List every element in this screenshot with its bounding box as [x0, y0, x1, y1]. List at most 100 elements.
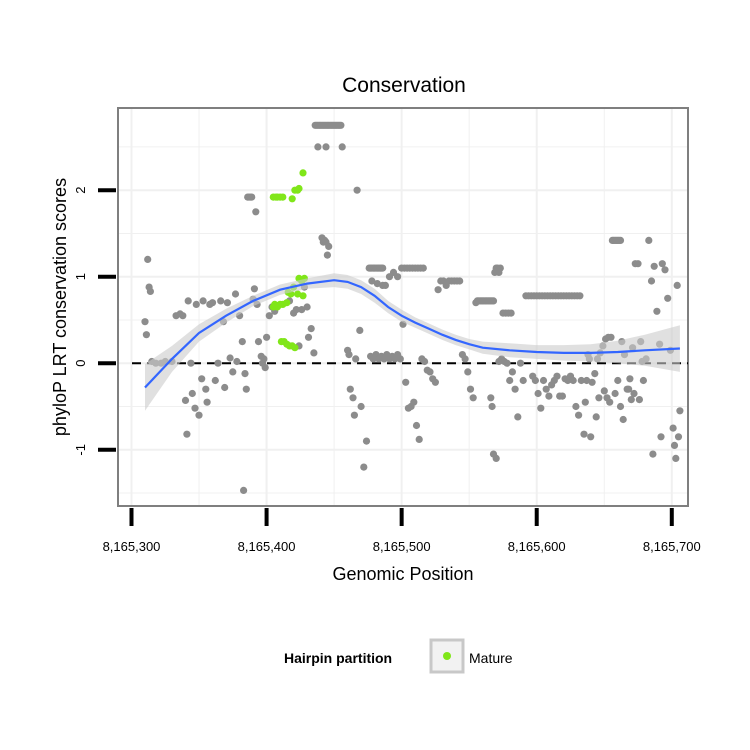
data-point-other: [250, 285, 258, 293]
data-point-other: [142, 331, 150, 339]
legend-title: Hairpin partition: [284, 650, 392, 666]
data-point-other: [670, 441, 679, 449]
data-point-other: [183, 430, 191, 438]
data-point-mature: [299, 292, 307, 300]
data-point-other: [345, 351, 353, 359]
data-point-other: [353, 186, 361, 194]
data-point-other: [187, 359, 195, 367]
data-point-other: [673, 281, 681, 289]
data-point-other: [674, 433, 683, 441]
data-point-other: [492, 454, 500, 462]
legend: Hairpin partition Mature: [284, 638, 513, 674]
data-point-other: [592, 413, 600, 421]
data-point-other: [616, 236, 625, 244]
data-point-other: [611, 389, 619, 398]
data-point-other: [242, 385, 250, 393]
data-point-other: [421, 357, 429, 366]
data-point-other: [265, 312, 273, 320]
data-point-other: [254, 338, 263, 346]
data-point-other: [352, 355, 360, 363]
data-point-other: [676, 407, 684, 415]
data-point-other: [426, 368, 434, 376]
data-point-other: [208, 299, 217, 307]
y-tick-label: 0: [73, 360, 88, 367]
data-point-other: [226, 354, 234, 362]
data-point-other: [658, 260, 666, 268]
data-point-other: [248, 193, 256, 201]
data-point-other: [202, 385, 210, 393]
data-point-other: [350, 411, 358, 419]
data-point-other: [144, 255, 152, 263]
data-point-other: [181, 396, 190, 404]
data-point-other: [531, 376, 540, 385]
data-point-other: [192, 300, 200, 308]
data-point-other: [362, 437, 371, 445]
data-point-other: [588, 378, 596, 386]
data-point-other: [229, 368, 237, 376]
data-point-other: [496, 264, 504, 272]
data-point-other: [381, 281, 389, 289]
data-point-other: [653, 307, 661, 315]
data-point-other: [626, 375, 634, 383]
data-point-other: [292, 306, 300, 314]
data-point-other: [402, 378, 410, 386]
loess-smooth: [144, 273, 680, 411]
other-points: [141, 121, 684, 494]
data-point-other: [240, 486, 248, 494]
data-point-other: [487, 394, 495, 402]
data-point-other: [456, 277, 464, 285]
data-point-other: [241, 370, 249, 378]
data-point-other: [195, 411, 203, 419]
y-axis: -1 0 1 2: [73, 187, 116, 456]
data-point-other: [488, 402, 496, 411]
data-point-mature: [288, 195, 296, 203]
data-point-other: [507, 309, 515, 317]
data-point-other: [672, 454, 680, 462]
data-point-mature: [291, 344, 299, 352]
data-point-other: [664, 294, 672, 302]
data-point-other: [198, 375, 206, 383]
data-point-other: [184, 297, 192, 305]
data-point-other: [519, 376, 527, 385]
data-point-other: [539, 376, 548, 385]
data-point-other: [580, 430, 588, 438]
data-point-mature: [299, 169, 307, 177]
data-point-other: [576, 292, 584, 300]
data-point-other: [325, 242, 333, 250]
data-point-other: [581, 398, 589, 406]
data-point-other: [199, 297, 207, 305]
x-axis-title: Genomic Position: [332, 564, 473, 584]
legend-label-mature: Mature: [469, 650, 513, 666]
data-point-other: [214, 359, 222, 367]
data-point-other: [508, 368, 516, 376]
x-tick-label: 8,165,300: [103, 539, 161, 554]
data-point-other: [338, 143, 346, 151]
data-point-other: [553, 372, 561, 380]
data-point-other: [188, 389, 196, 398]
data-point-other: [595, 394, 603, 402]
data-point-other: [310, 349, 318, 357]
data-point-other: [141, 318, 149, 326]
data-point-other: [252, 208, 260, 216]
plot-panel: [117, 107, 689, 507]
data-point-other: [217, 297, 225, 305]
data-point-other: [360, 463, 368, 471]
data-point-other: [307, 325, 315, 333]
x-tick-label: 8,165,600: [508, 539, 566, 554]
data-point-other: [394, 273, 402, 281]
data-point-other: [211, 376, 219, 385]
data-point-other: [649, 450, 657, 458]
data-point-other: [572, 402, 580, 411]
x-tick-label: 8,165,700: [643, 539, 701, 554]
data-point-other: [537, 404, 545, 412]
data-point-other: [373, 280, 381, 288]
data-point-other: [303, 303, 311, 311]
data-point-other: [469, 394, 477, 402]
data-point-mature: [283, 299, 291, 307]
data-point-other: [627, 396, 635, 404]
data-point-other: [600, 387, 608, 395]
data-point-other: [630, 389, 638, 398]
y-tick-label: -1: [73, 444, 88, 456]
data-point-mature: [279, 193, 287, 201]
data-point-other: [298, 306, 306, 314]
